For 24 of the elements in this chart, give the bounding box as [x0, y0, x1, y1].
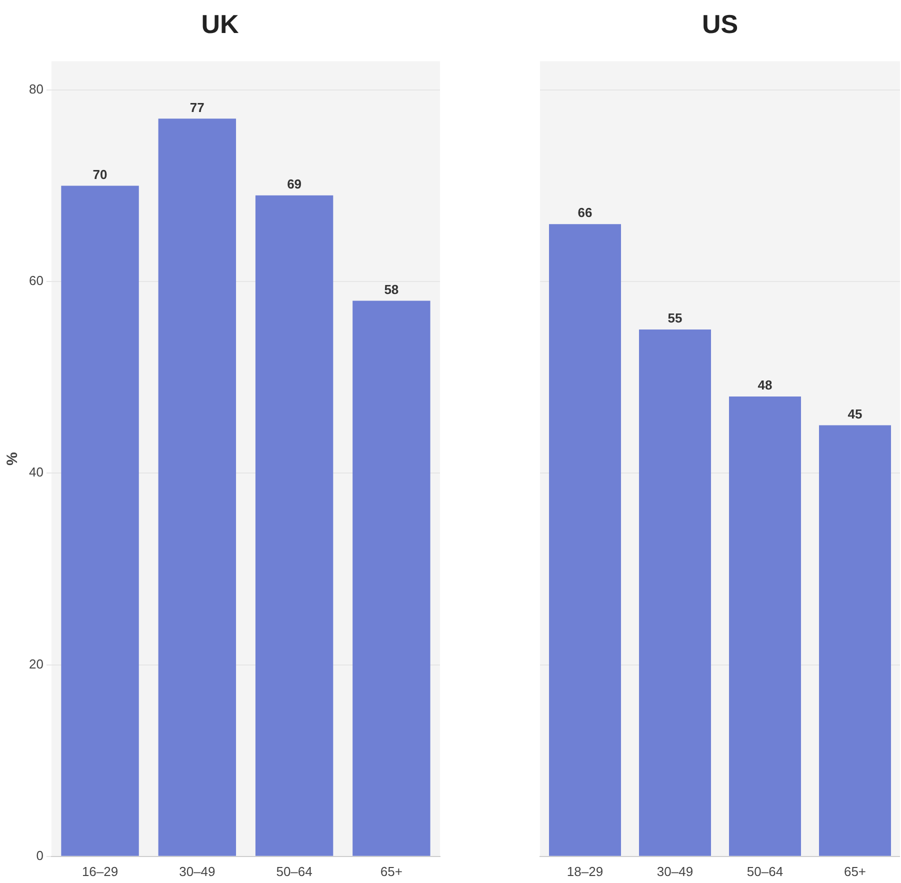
- y-tick-label: 40: [28, 464, 44, 480]
- data-label: 45: [848, 406, 862, 422]
- y-axis-title: %: [4, 452, 22, 466]
- x-tick-label: 65+: [380, 864, 402, 879]
- chart-title: UK: [201, 8, 239, 39]
- data-label: 77: [190, 100, 204, 115]
- y-tick-label: 0: [36, 848, 44, 863]
- data-label: 58: [384, 282, 399, 297]
- y-tick-label: 60: [28, 273, 44, 288]
- x-tick-label: 65+: [844, 864, 866, 879]
- data-label: 55: [668, 310, 682, 326]
- x-tick-label: 30–49: [656, 864, 694, 879]
- x-tick-label: 50–64: [746, 864, 784, 879]
- y-tick-label: 80: [28, 82, 44, 97]
- data-label: 70: [92, 166, 108, 182]
- y-tick-label: 20: [28, 656, 44, 672]
- x-tick-label: 18–29: [566, 864, 604, 879]
- x-tick-label: 16–29: [82, 864, 118, 879]
- chart-title: US: [702, 8, 738, 39]
- x-tick-label: 50–64: [276, 864, 312, 879]
- data-label: 66: [578, 205, 592, 220]
- data-label: 48: [758, 378, 772, 393]
- data-label: 69: [287, 176, 302, 192]
- x-tick-label: 30–49: [179, 864, 216, 879]
